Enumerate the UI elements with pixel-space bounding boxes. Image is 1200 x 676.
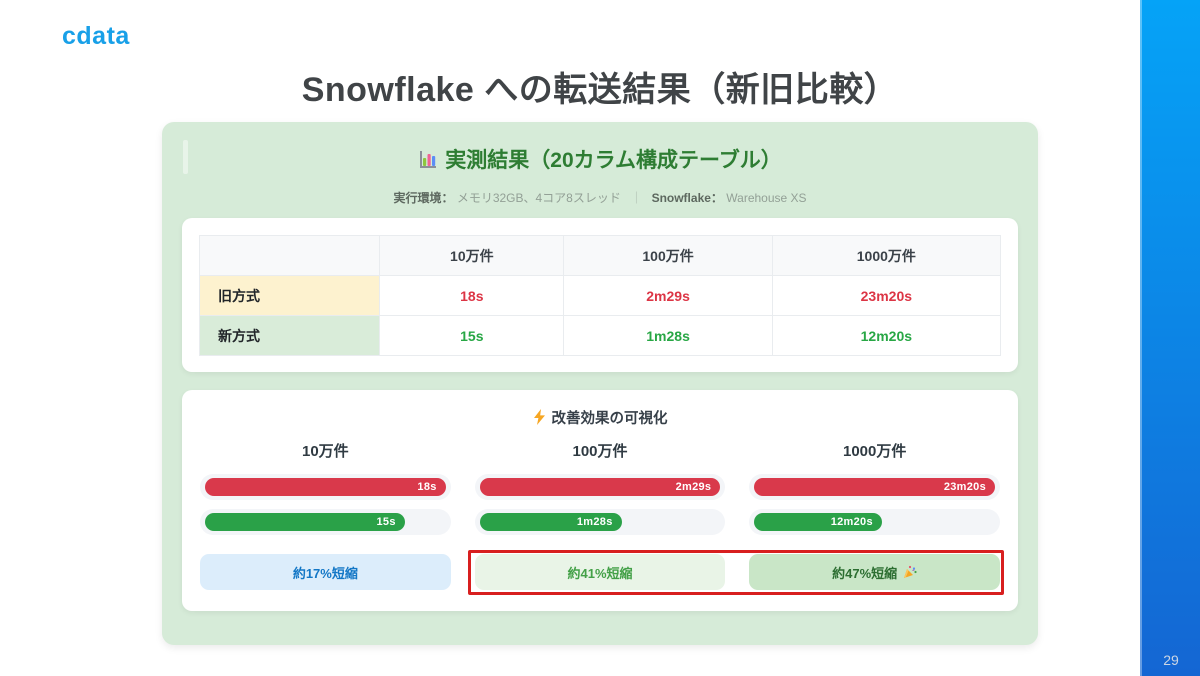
panel-heading-text: 実測結果（20カラム構成テーブル）	[445, 149, 782, 172]
chart-heading-text: 改善効果の可視化	[551, 410, 668, 427]
reduction-badge-1m: 約41%短縮	[474, 554, 726, 590]
table-header-100k: 10万件	[379, 235, 565, 276]
table-header-10m: 1000万件	[771, 235, 1002, 276]
chart-heading: 改善効果の可視化	[200, 406, 1000, 428]
page-number: 29	[1163, 652, 1179, 668]
new-bar: 1m28s	[479, 513, 622, 531]
new-value-100k: 15s	[379, 315, 565, 356]
old-bar-track: 23m20s	[749, 474, 1001, 500]
snowflake-value: Warehouse XS	[726, 191, 807, 205]
table-row-old-method: 旧方式 18s 2m29s 23m20s	[198, 275, 1002, 316]
panel-heading: 実測結果（20カラム構成テーブル）	[162, 144, 1038, 174]
old-value-10m: 23m20s	[771, 275, 1002, 316]
old-bar-track: 18s	[200, 474, 451, 500]
env-divider: ｜	[630, 191, 643, 205]
table-header-empty	[198, 235, 381, 276]
reduction-badge-text: 約17%短縮	[292, 565, 358, 581]
chart-column-100k: 10万件 18s 15s 約17%短縮	[200, 440, 451, 590]
old-bar-track: 2m29s	[474, 474, 726, 500]
new-bar-track: 12m20s	[749, 509, 1001, 535]
old-value-1m: 2m29s	[563, 275, 773, 316]
reduction-badge-text: 約41%短縮	[567, 565, 633, 581]
visualization-card: 改善効果の可視化 10万件 18s 15s	[182, 390, 1018, 611]
results-table-card: 10万件 100万件 1000万件 旧方式 18s 2m29s 23m20s 新…	[182, 218, 1018, 372]
env-value: メモリ32GB、4コア8スレッド	[456, 191, 621, 205]
reduction-badge-10m: 約47%短縮	[749, 554, 1001, 590]
chart-columns: 10万件 18s 15s 約17%短縮	[200, 440, 1001, 590]
cdata-logo: cdata	[62, 22, 130, 50]
new-bar: 12m20s	[754, 513, 882, 531]
column-label: 10万件	[301, 443, 349, 460]
new-bar-value: 12m20s	[830, 516, 873, 528]
table-header-1m: 100万件	[563, 235, 773, 276]
snowflake-label: Snowflake：	[651, 191, 723, 205]
chart-column-10m: 1000万件 23m20s 12m20s 約47%短縮	[749, 440, 1001, 590]
table-row-new-method: 新方式 15s 1m28s 12m20s	[198, 315, 1002, 356]
column-label: 100万件	[572, 443, 628, 460]
old-bar-value: 23m20s	[943, 481, 987, 493]
lightning-icon	[533, 409, 545, 425]
new-bar-value: 1m28s	[576, 516, 613, 528]
panel-accent-tick	[183, 140, 188, 174]
new-bar-track: 15s	[200, 509, 451, 535]
slide-title: Snowflake への転送結果（新旧比較）	[301, 71, 899, 109]
row-label-new: 新方式	[198, 315, 381, 356]
old-bar: 18s	[205, 478, 446, 496]
column-label: 1000万件	[842, 443, 907, 460]
old-bar-value: 18s	[417, 481, 437, 493]
table-header-row: 10万件 100万件 1000万件	[198, 235, 1002, 276]
row-label-old: 旧方式	[198, 275, 381, 316]
new-bar-value: 15s	[376, 516, 396, 528]
results-table: 10万件 100万件 1000万件 旧方式 18s 2m29s 23m20s 新…	[198, 235, 1002, 356]
env-label: 実行環境：	[393, 191, 454, 205]
party-popper-icon	[904, 565, 917, 578]
new-value-10m: 12m20s	[771, 315, 1002, 356]
bar-chart-icon	[420, 150, 437, 168]
reduction-badge-text: 約47%短縮	[832, 565, 898, 581]
old-value-100k: 18s	[379, 275, 565, 316]
old-bar: 2m29s	[479, 478, 721, 496]
chart-column-1m: 100万件 2m29s 1m28s 約41%短縮	[474, 440, 726, 590]
old-bar-value: 2m29s	[675, 481, 712, 493]
old-bar: 23m20s	[754, 478, 996, 496]
environment-info: 実行環境： メモリ32GB、4コア8スレッド ｜ Snowflake： Ware…	[162, 189, 1038, 206]
new-value-1m: 1m28s	[563, 315, 773, 356]
new-bar-track: 1m28s	[474, 509, 726, 535]
new-bar: 15s	[205, 513, 405, 531]
results-panel: 実測結果（20カラム構成テーブル） 実行環境： メモリ32GB、4コア8スレッド…	[162, 122, 1038, 645]
reduction-badge-100k: 約17%短縮	[200, 554, 451, 590]
slide-accent-bar: 29	[1140, 0, 1200, 676]
